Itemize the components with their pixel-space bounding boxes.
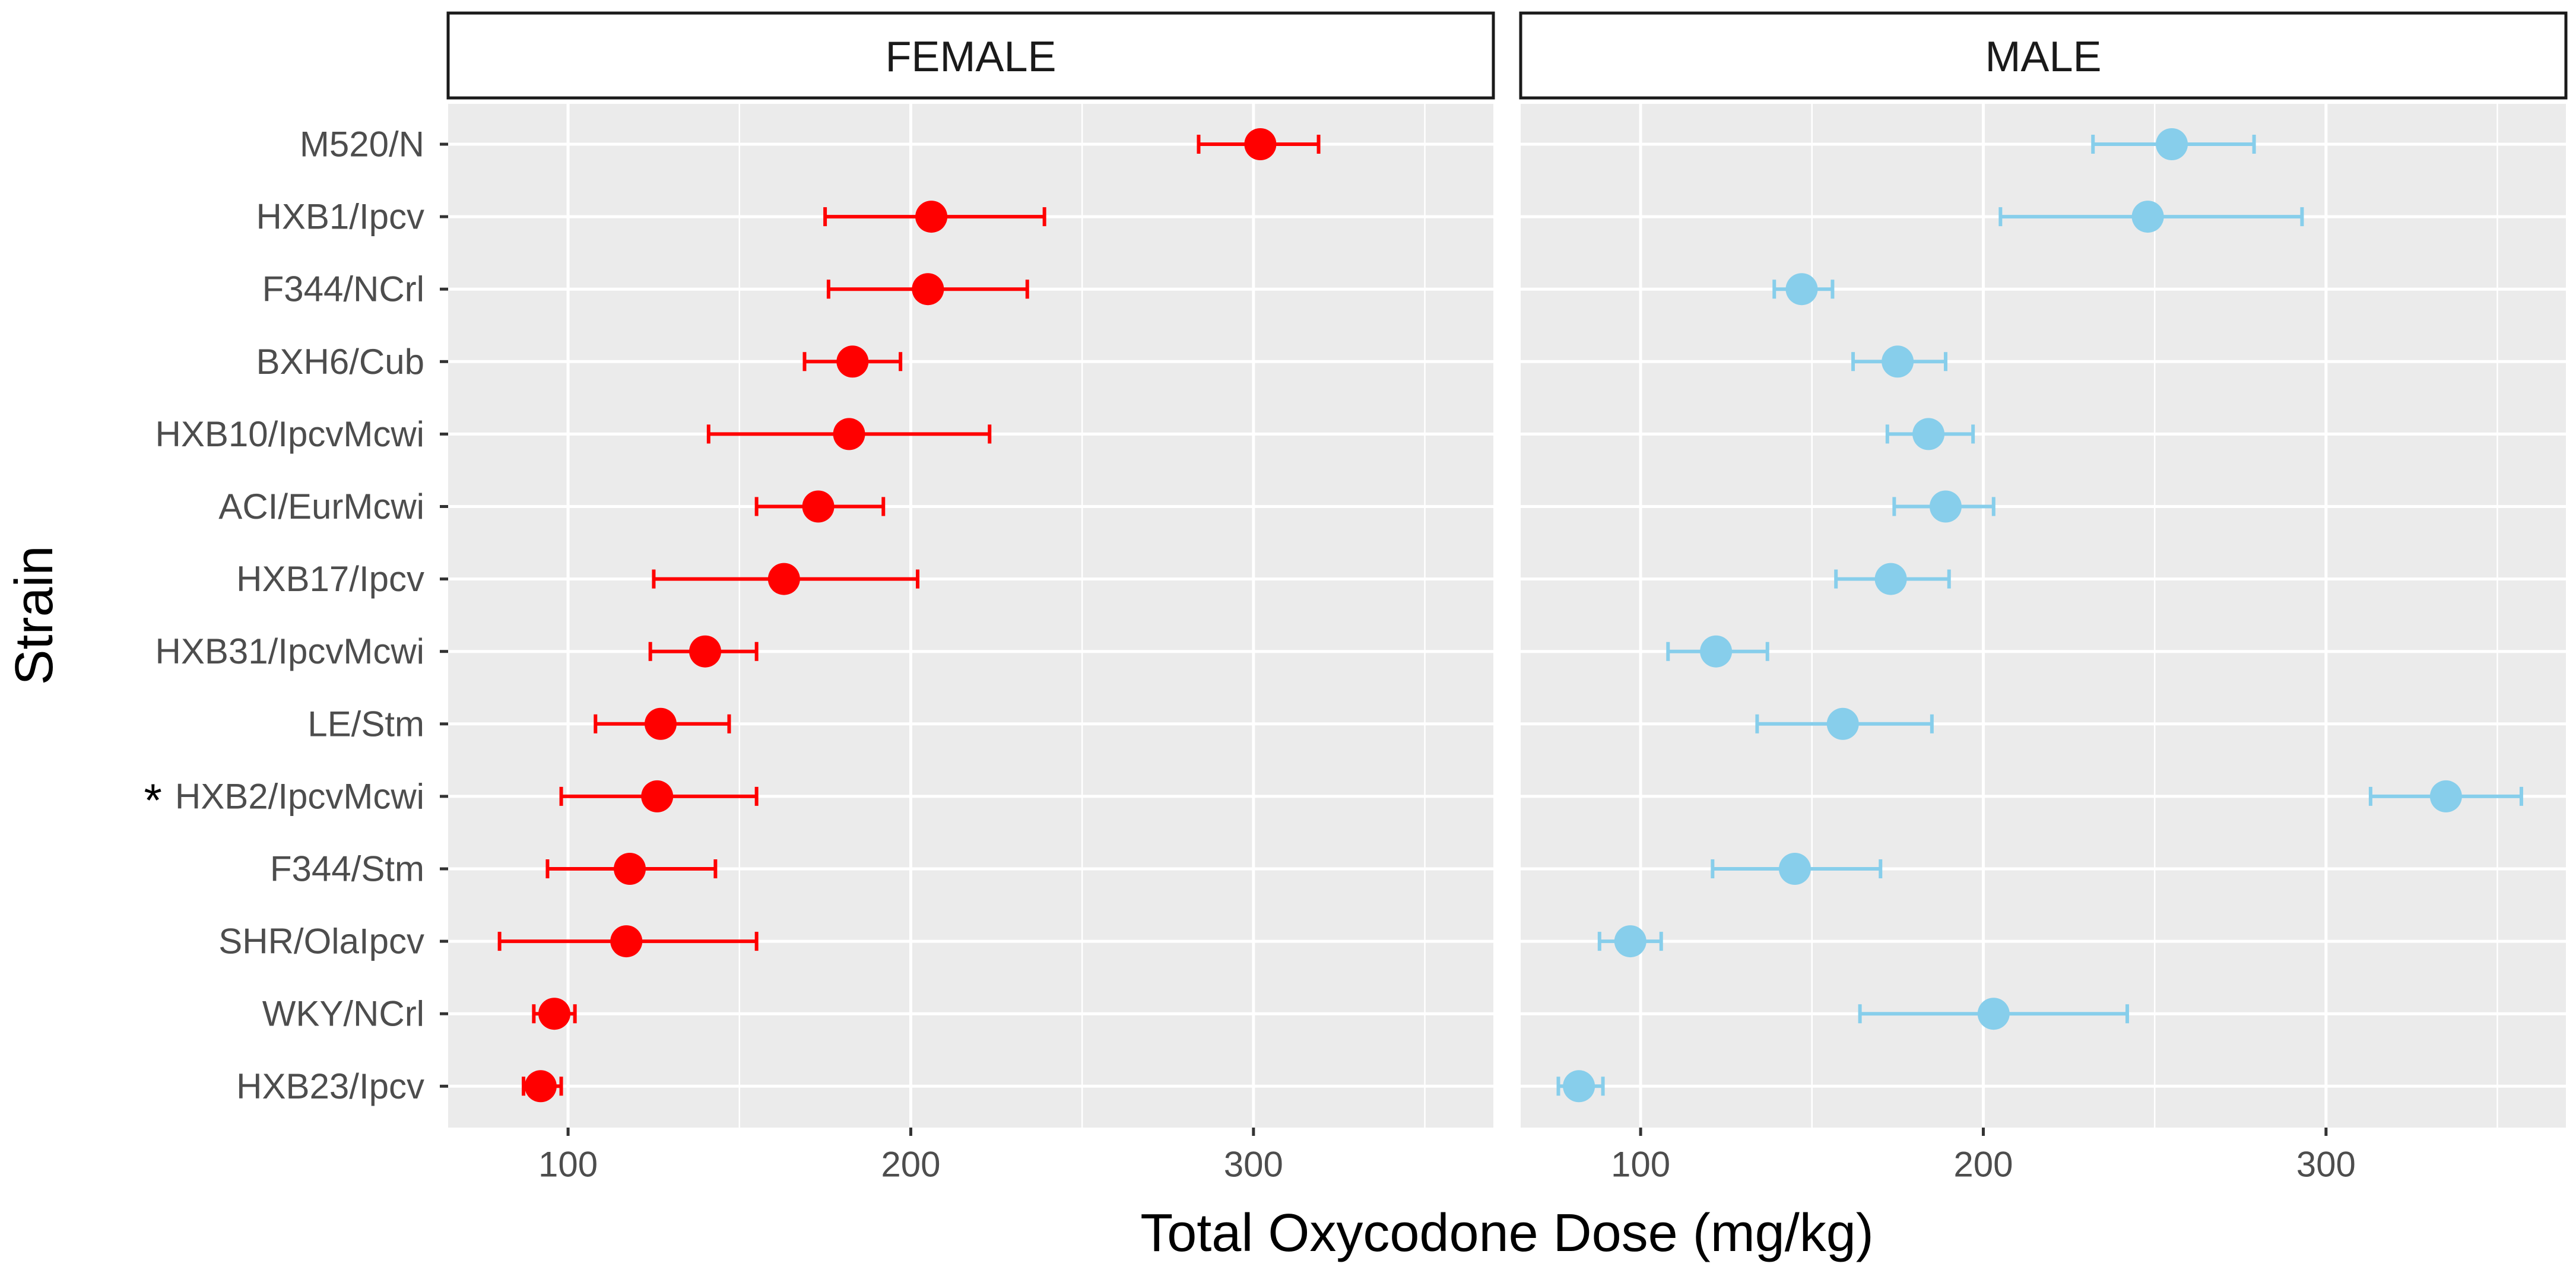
panel-male-background [1521, 104, 2566, 1128]
female-point-hxb31-ipcvmcwi [689, 635, 722, 668]
female-point-le-stm [644, 707, 677, 740]
y-axis: M520/N HXB1/Ipcv F344/NCrl BXH6/Cub HXB10/Ip… [144, 125, 448, 1106]
y-tick-label-aci-eurmcwi: ACI/EurMcwi [218, 487, 424, 526]
panel-female-strip [446, 11, 1495, 100]
female-point-f344-stm [614, 853, 646, 885]
y-tick-label-f344-ncrl: F344/NCrl [262, 269, 424, 309]
female-x-tick-label: 100 [538, 1145, 598, 1185]
y-tick-label-hxb10-ipcvmcwi: HXB10/IpcvMcwi [156, 414, 424, 454]
male-point-hxb17-ipcv [1874, 563, 1907, 595]
male-point-hxb2-ipcvmcwi [2429, 780, 2462, 812]
male-point-f344-ncrl [1785, 273, 1818, 306]
male-point-hxb1-ipcv [2131, 201, 2164, 233]
male-x-tick-label: 200 [1953, 1145, 2013, 1185]
male-x-tick-label: 300 [2296, 1145, 2356, 1185]
male-point-shr-olaipcv [1614, 925, 1647, 958]
y-tick-label-shr-olaipcv: SHR/OlaIpcv [218, 922, 424, 961]
y-tick-label-f344-stm: F344/Stm [270, 849, 424, 889]
y-tick-label-le-stm: LE/Stm [307, 704, 424, 744]
y-tick-label-m520-n: M520/N [300, 125, 424, 164]
female-point-hxb2-ipcvmcwi [641, 780, 674, 812]
y-tick-label-bxh6-cub: BXH6/Cub [256, 342, 424, 382]
panel-female-background [448, 104, 1493, 1128]
male-x-tick-label: 100 [1611, 1145, 1670, 1185]
female-point-hxb10-ipcvmcwi [833, 418, 865, 450]
male-point-bxh6-cub [1882, 345, 1914, 378]
panel-female-strip-label: FEMALE [885, 33, 1056, 81]
panel-male-strip [1519, 11, 2568, 100]
y-tick-label-hxb23-ipcv: HXB23/Ipcv [236, 1066, 424, 1106]
y-tick-label-hxb31-ipcvmcwi: HXB31/IpcvMcwi [156, 631, 424, 671]
male-point-wky-ncrl [1977, 998, 2010, 1030]
male-point-hxb10-ipcvmcwi [1912, 418, 1945, 450]
male-point-m520-n [2156, 128, 2188, 160]
y-tick-label-wky-ncrl: WKY/NCrl [262, 994, 424, 1034]
female-point-hxb17-ipcv [767, 563, 800, 595]
y-tick-label-hxb17-ipcv: HXB17/Ipcv [236, 559, 424, 599]
y-tick-label-hxb2-ipcvmcwi: HXB2/IpcvMcwi [175, 776, 424, 816]
male-point-hxb31-ipcvmcwi [1700, 635, 1733, 668]
female-point-hxb23-ipcv [524, 1070, 557, 1103]
female-point-m520-n [1244, 128, 1277, 160]
female-point-wky-ncrl [538, 998, 570, 1030]
panel-male: MALE [1519, 11, 2568, 1128]
female-x-tick-label: 200 [881, 1145, 940, 1185]
female-point-aci-eurmcwi [802, 490, 835, 523]
female-point-bxh6-cub [836, 345, 869, 378]
female-point-hxb1-ipcv [915, 201, 948, 233]
panel-male-marks [1556, 128, 2523, 1103]
panel-female: FEMALE [446, 11, 1495, 1128]
female-x-tick-label: 300 [1224, 1145, 1283, 1185]
panel-female-marks [497, 128, 1321, 1103]
significance-asterisk: * [144, 774, 162, 826]
y-tick-label-hxb1-ipcv: HXB1/Ipcv [256, 197, 424, 237]
female-point-f344-ncrl [912, 273, 944, 306]
x-axis-title: Total Oxycodone Dose (mg/kg) [1140, 1204, 1874, 1263]
female-point-shr-olaipcv [610, 925, 643, 958]
y-axis-title: Strain [5, 545, 64, 685]
panel-male-strip-label: MALE [1985, 33, 2101, 81]
male-point-aci-eurmcwi [1929, 490, 1962, 523]
male-point-le-stm [1826, 707, 1859, 740]
male-point-hxb23-ipcv [1563, 1070, 1595, 1103]
male-point-f344-stm [1778, 853, 1811, 885]
